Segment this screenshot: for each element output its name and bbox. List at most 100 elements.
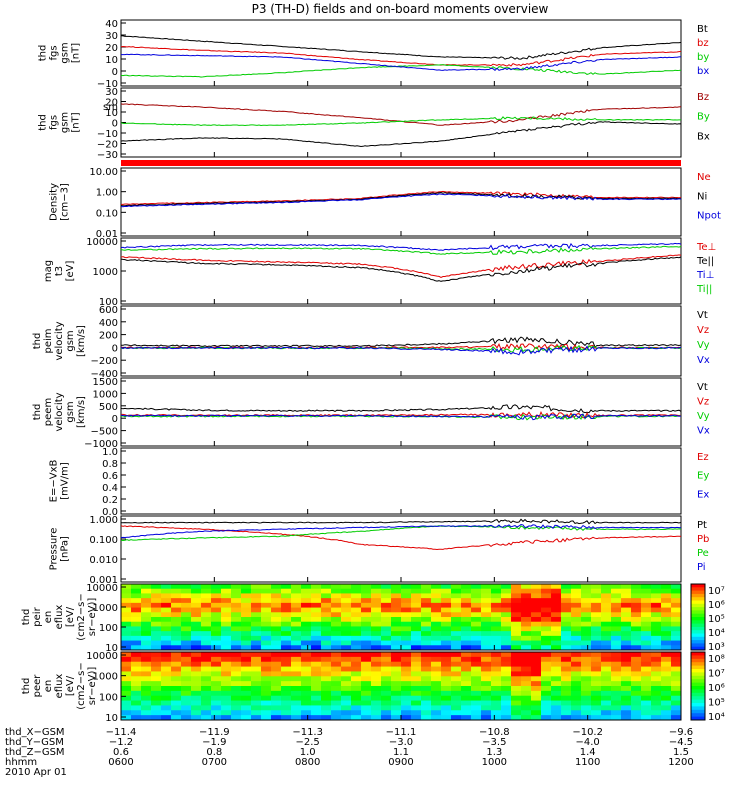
spectrogram-cell: [651, 640, 662, 646]
spectrogram-cell: [481, 584, 492, 590]
spectrogram-cell: [591, 676, 602, 682]
spectrogram-cell: [601, 671, 612, 677]
spectrogram-cell: [481, 700, 492, 706]
spectrogram-cell: [441, 617, 452, 623]
spectrogram-cell: [311, 626, 322, 632]
x-axis-row-label: thd_Z−GSM: [5, 747, 65, 758]
spectrogram-cell: [441, 640, 452, 646]
spectrogram-cell: [141, 631, 152, 637]
spectrogram-cell: [671, 661, 682, 668]
spectrogram-cell: [501, 705, 512, 711]
spectrogram-cell: [211, 666, 222, 672]
spectrogram-cell: [471, 626, 482, 632]
spectrogram-cell: [601, 681, 612, 687]
spectrogram-cell: [161, 621, 172, 627]
series-line-Vt: [120, 336, 682, 348]
spectrogram-cell: [561, 645, 572, 651]
spectrogram-cell: [611, 593, 622, 599]
spectrogram-cell: [321, 661, 332, 668]
spectrogram-cell: [641, 584, 652, 590]
spectrogram-cell: [171, 645, 182, 651]
spectrogram-cell: [671, 686, 682, 692]
spectrogram-cell: [421, 640, 432, 646]
spectrogram-cell: [551, 666, 562, 672]
spectrogram-cell: [131, 695, 142, 702]
spectrogram-cell: [551, 705, 562, 711]
spectrogram-cell: [591, 588, 602, 594]
spectrogram-cell: [661, 705, 672, 711]
spectrogram-cell: [151, 681, 162, 687]
spectrogram-cell: [481, 598, 492, 604]
spectrogram-cell: [151, 588, 162, 594]
colorbar-segment: [691, 669, 705, 673]
spectrogram-cell: [121, 602, 132, 609]
spectrogram-cell: [531, 635, 542, 642]
spectrogram-cell: [511, 584, 522, 590]
spectrogram-cell: [161, 656, 172, 663]
spectrogram-cell: [291, 612, 302, 618]
spectrogram-cell: [631, 631, 642, 637]
colorbar-segment: [691, 633, 705, 638]
spectrogram-cell: [401, 584, 412, 590]
spectrogram-cell: [431, 635, 442, 642]
y-tick-label: 0.8: [102, 459, 118, 470]
spectrogram-cell: [551, 645, 562, 651]
spectrogram-cell: [491, 631, 502, 637]
spectrogram-cell: [311, 652, 322, 658]
spectrogram-cell: [601, 617, 612, 623]
spectrogram-cell: [551, 635, 562, 642]
spectrogram-cell: [201, 635, 212, 642]
spectrogram-cell: [671, 617, 682, 623]
spectrogram-cell: [181, 598, 192, 604]
spectrogram-cell: [501, 715, 512, 721]
spectrogram-cell: [501, 652, 512, 658]
spectrogram-cell: [181, 695, 192, 702]
spectrogram-cell: [501, 686, 512, 692]
spectrogram-cell: [171, 602, 182, 609]
spectrogram-cell: [661, 631, 672, 637]
spectrogram-cell: [241, 671, 252, 677]
colorbar-segment: [691, 640, 705, 644]
spectrogram-cell: [161, 700, 172, 706]
spectrogram-cell: [331, 666, 342, 672]
spectrogram-cell: [551, 661, 562, 668]
spectrogram-cell: [241, 602, 252, 609]
spectrogram-cell: [541, 656, 552, 663]
spectrogram-cell: [381, 690, 392, 697]
spectrogram-cell: [131, 640, 142, 646]
spectrogram-cell: [171, 584, 182, 590]
spectrogram-cell: [141, 588, 152, 594]
spectrogram-cell: [461, 710, 472, 716]
spectrogram-cell: [611, 690, 622, 697]
spectrogram-cell: [401, 621, 412, 627]
spectrogram-cell: [451, 617, 462, 623]
spectrogram-cell: [381, 666, 392, 672]
y-tick-label: 0.2: [102, 495, 118, 506]
spectrogram-cell: [311, 593, 322, 599]
spectrogram-cell: [551, 626, 562, 632]
spectrogram-cell: [601, 631, 612, 637]
legend-Ne: Ne: [697, 172, 711, 183]
spectrogram-cell: [351, 645, 362, 651]
spectrogram-cell: [211, 631, 222, 637]
spectrogram-cell: [301, 690, 312, 697]
spectrogram-cell: [301, 700, 312, 706]
spectrogram-cell: [331, 621, 342, 627]
spectrogram-cell: [551, 700, 562, 706]
spectrogram-cell: [431, 700, 442, 706]
spectrogram-cell: [661, 584, 672, 590]
spectrogram-cell: [541, 695, 552, 702]
spectrogram-cell: [391, 598, 402, 604]
spectrogram-cell: [351, 584, 362, 590]
spectrogram-cell: [381, 617, 392, 623]
spectrogram-cell: [531, 593, 542, 599]
y-tick-label: 10: [105, 713, 118, 724]
y-tick-label: 0.10: [96, 208, 118, 219]
spectrogram-cell: [591, 715, 602, 721]
spectrogram-cell: [451, 656, 462, 663]
spectrogram-cell: [421, 705, 432, 711]
spectrogram-cell: [121, 690, 132, 697]
series-line-Bt: [120, 35, 682, 60]
x-axis-value: −11.3: [292, 727, 323, 738]
